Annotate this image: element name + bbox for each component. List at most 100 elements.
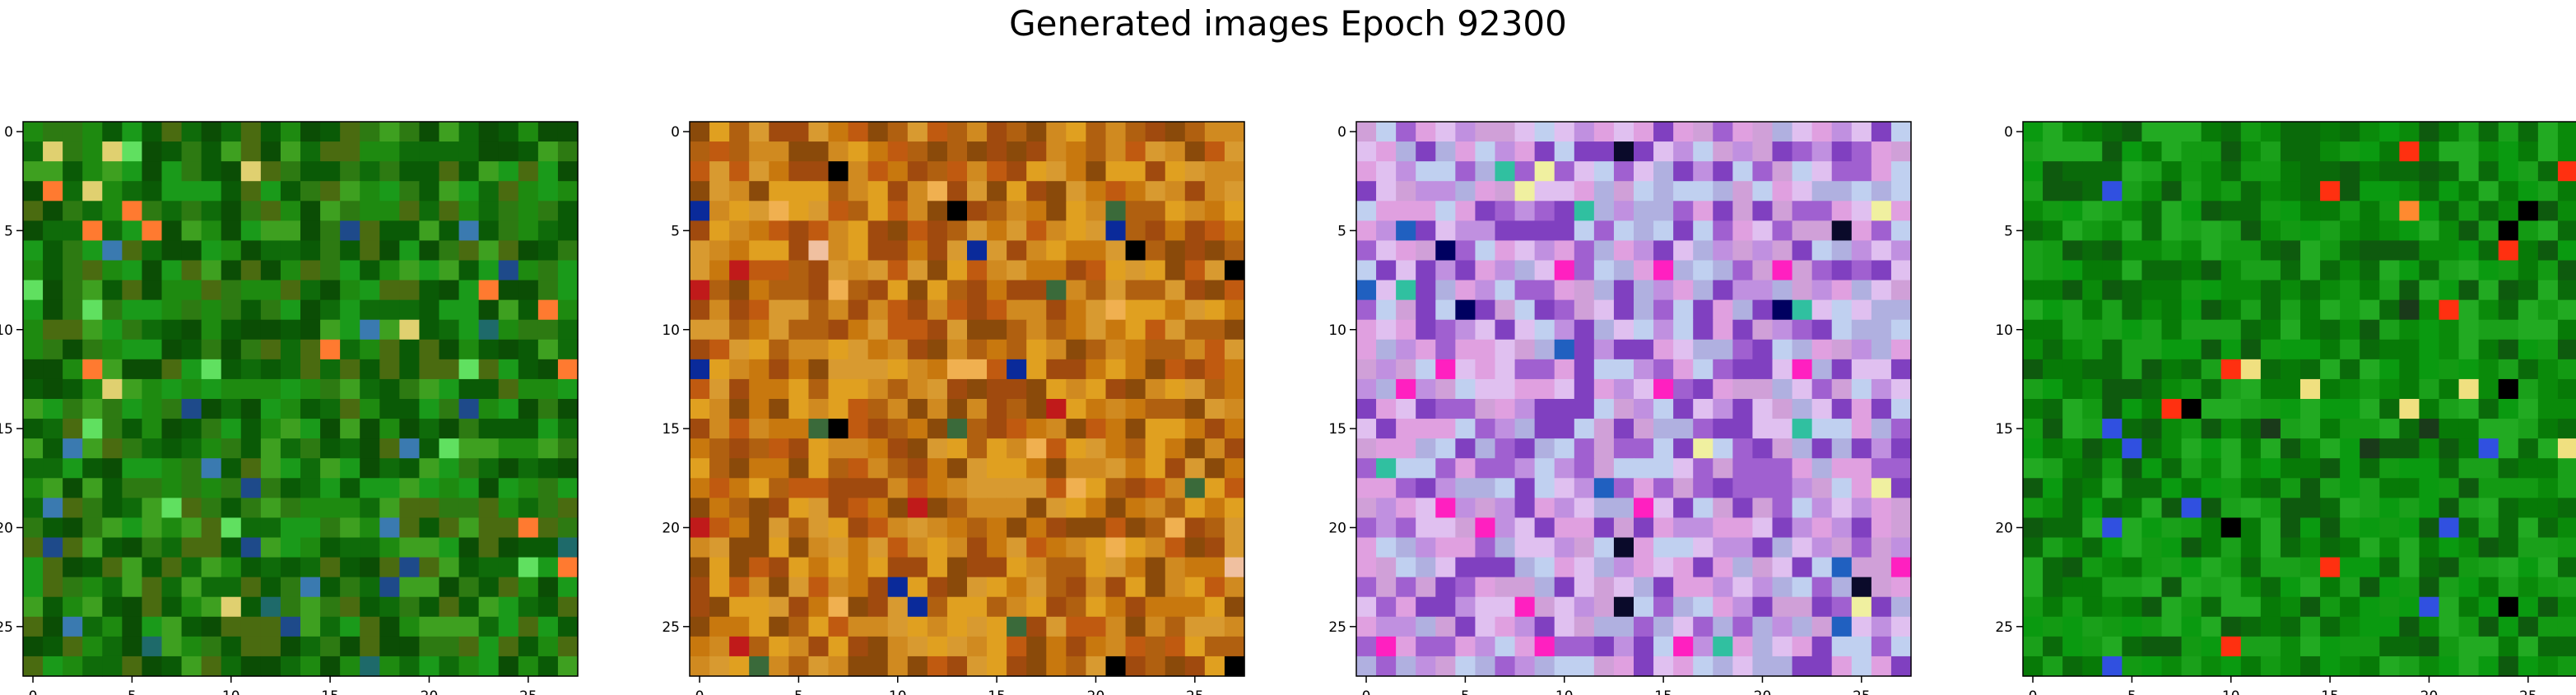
pixel-cell	[300, 280, 321, 301]
pixel-cell	[690, 399, 710, 419]
pixel-cell	[2340, 201, 2360, 221]
pixel-cell	[1125, 339, 1146, 360]
pixel-cell	[1811, 616, 1833, 637]
pixel-cell	[2399, 359, 2420, 380]
pixel-cell	[729, 299, 750, 321]
y-tick-label: 5	[671, 223, 680, 239]
pixel-cell	[967, 458, 988, 479]
pixel-cell	[1713, 181, 1733, 202]
pixel-cell	[1593, 181, 1615, 202]
pixel-cell	[1593, 299, 1615, 321]
pixel-cell	[2201, 378, 2222, 400]
pixel-cell	[1204, 378, 1225, 400]
pixel-cell	[2458, 378, 2480, 400]
pixel-cell	[399, 438, 421, 459]
pixel-cell	[2300, 161, 2321, 182]
pixel-cell	[142, 319, 163, 341]
pixel-cell	[1396, 577, 1416, 598]
pixel-cell	[2300, 577, 2321, 598]
pixel-cell	[987, 458, 1007, 479]
pixel-cell	[1356, 260, 1377, 281]
pixel-cell	[1356, 438, 1377, 459]
y-tick-label: 5	[4, 223, 13, 239]
pixel-cell	[399, 399, 421, 419]
pixel-cell	[907, 339, 928, 360]
pixel-cell	[439, 240, 460, 262]
pixel-cell	[1713, 517, 1733, 539]
pixel-cell	[2280, 616, 2301, 637]
pixel-cell	[142, 557, 163, 578]
pixel-cell	[1554, 280, 1575, 301]
pixel-cell	[379, 517, 400, 539]
pixel-cell	[1026, 577, 1047, 598]
pixel-cell	[1046, 299, 1067, 321]
pixel-cell	[848, 161, 869, 182]
pixel-cell	[2419, 319, 2440, 341]
pixel-cell	[2498, 299, 2519, 321]
pixel-cell	[1673, 458, 1694, 479]
pixel-cell	[221, 438, 242, 459]
pixel-cell	[867, 339, 889, 360]
pixel-cell	[927, 161, 948, 182]
pixel-cell	[907, 299, 928, 321]
pixel-cell	[2181, 141, 2202, 162]
pixel-cell	[260, 577, 281, 598]
pixel-cell	[1165, 319, 1186, 341]
pixel-cell	[1495, 557, 1516, 578]
pixel-cell	[340, 498, 360, 519]
pixel-cell	[2141, 596, 2163, 618]
pixel-cell	[2498, 636, 2519, 657]
pixel-cell	[2498, 616, 2519, 637]
pixel-cell	[2557, 577, 2576, 598]
pixel-cell	[946, 319, 968, 341]
pixel-cell	[2300, 478, 2321, 498]
pixel-cell	[2181, 319, 2202, 341]
pixel-cell	[848, 458, 869, 479]
pixel-cell	[2240, 537, 2262, 558]
pixel-cell	[1732, 122, 1754, 142]
pixel-cell	[458, 181, 480, 202]
pixel-cell	[1732, 596, 1754, 618]
pixel-cell	[2043, 141, 2063, 162]
pixel-cell	[1713, 399, 1733, 419]
pixel-cell	[2023, 319, 2044, 341]
pixel-cell	[1673, 299, 1694, 321]
pixel-cell	[709, 359, 730, 380]
pixel-cell	[887, 260, 909, 281]
pixel-cell	[2201, 240, 2222, 262]
pixel-cell	[2280, 378, 2301, 400]
pixel-cell	[2023, 458, 2044, 479]
pixel-cell	[260, 161, 281, 182]
pixel-cell	[300, 616, 321, 637]
pixel-cell	[1772, 280, 1793, 301]
pixel-cell	[1455, 260, 1476, 281]
pixel-cell	[1634, 537, 1654, 558]
pixel-cell	[1495, 240, 1516, 262]
pixel-cell	[1811, 577, 1833, 598]
pixel-cell	[1574, 537, 1595, 558]
y-tick-label: 20	[0, 520, 13, 536]
pixel-cell	[749, 122, 770, 142]
pixel-cell	[82, 577, 103, 598]
pixel-cell	[2220, 656, 2242, 677]
pixel-cell	[808, 122, 830, 142]
pixel-cell	[1534, 478, 1555, 498]
pixel-cell	[967, 498, 988, 519]
pixel-cell	[280, 220, 301, 242]
pixel-cell	[1184, 498, 1206, 519]
pixel-cell	[867, 557, 889, 578]
pixel-cell	[2498, 240, 2519, 262]
pixel-cell	[2379, 122, 2400, 142]
pixel-cell	[848, 299, 869, 321]
pixel-cell	[946, 656, 968, 677]
pixel-cell	[2082, 378, 2103, 400]
pixel-cell	[161, 240, 183, 262]
pixel-cell	[2280, 161, 2301, 182]
pixel-cell	[987, 517, 1007, 539]
pixel-cell	[690, 359, 710, 380]
pixel-cell	[848, 319, 869, 341]
pixel-cell	[2102, 478, 2123, 498]
y-tick-label: 20	[662, 520, 680, 536]
pixel-cell	[927, 220, 948, 242]
pixel-cell	[749, 419, 770, 439]
